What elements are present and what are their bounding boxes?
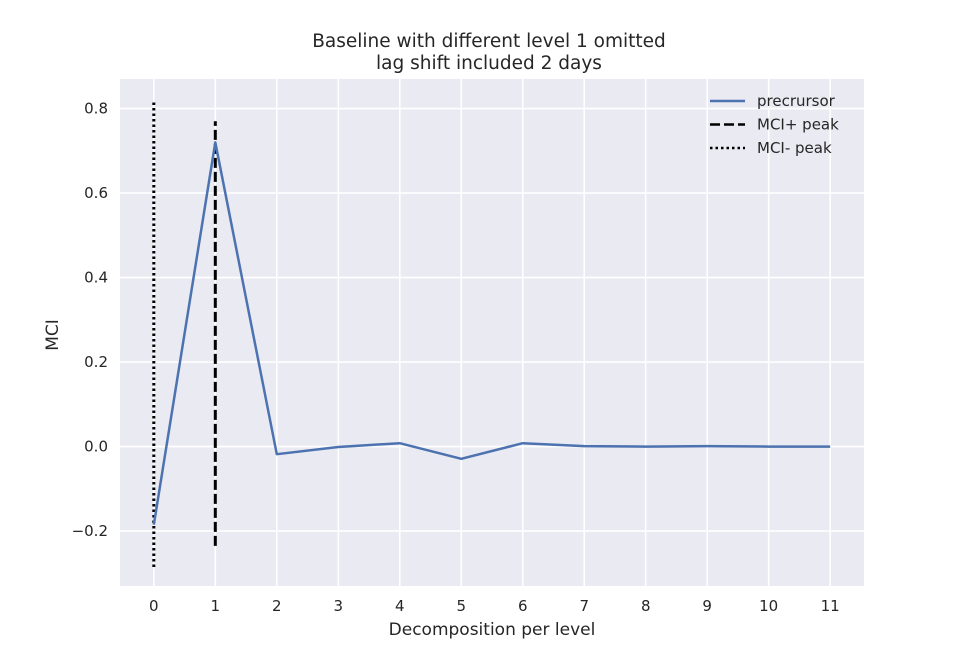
x-tick-label: 3 bbox=[334, 597, 344, 615]
x-axis-label: Decomposition per level bbox=[389, 620, 596, 640]
y-tick-label: 0.2 bbox=[84, 353, 108, 371]
precursor-series-line bbox=[152, 141, 831, 525]
chart-title: Baseline with different level 1 omitted bbox=[312, 31, 666, 52]
x-tick-label: 1 bbox=[211, 597, 221, 615]
y-tick-label: 0.4 bbox=[84, 269, 108, 287]
y-tick-label: 0.0 bbox=[84, 438, 108, 456]
x-tick-label: 0 bbox=[149, 597, 159, 615]
series-layer bbox=[152, 102, 831, 567]
legend: precrursor MCI+ peak MCI- peak bbox=[710, 92, 839, 157]
axis-ticks: 0 1 2 3 4 5 6 7 8 9 10 11 −0.2 0.0 0.2 0.4 0.6 0.8 bbox=[72, 100, 840, 615]
y-tick-label: 0.6 bbox=[84, 184, 108, 202]
y-tick-label: −0.2 bbox=[72, 522, 108, 540]
legend-label: MCI+ peak bbox=[757, 116, 839, 134]
x-tick-label: 10 bbox=[759, 597, 778, 615]
x-tick-label: 6 bbox=[518, 597, 528, 615]
plot-area bbox=[120, 79, 864, 586]
legend-label: MCI- peak bbox=[757, 139, 832, 157]
x-tick-label: 8 bbox=[641, 597, 651, 615]
y-tick-label: 0.8 bbox=[84, 100, 108, 118]
x-tick-label: 11 bbox=[821, 597, 840, 615]
x-tick-label: 2 bbox=[272, 597, 282, 615]
x-tick-label: 5 bbox=[456, 597, 466, 615]
chart-subtitle: lag shift included 2 days bbox=[376, 53, 602, 74]
x-tick-label: 4 bbox=[395, 597, 405, 615]
legend-label: precrursor bbox=[757, 92, 836, 110]
y-axis-label: MCI bbox=[43, 319, 63, 351]
x-tick-label: 9 bbox=[702, 597, 712, 615]
x-tick-label: 7 bbox=[579, 597, 589, 615]
